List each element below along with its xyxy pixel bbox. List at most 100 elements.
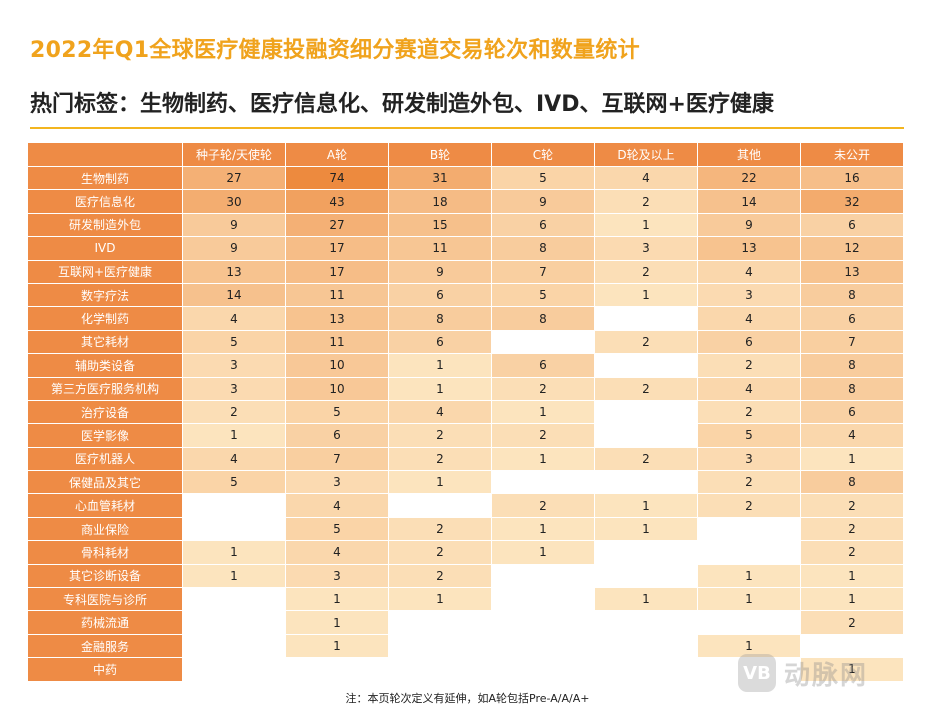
heatmap-cell [182, 516, 286, 542]
row-label: 药械流通 [27, 610, 183, 635]
heatmap-cell: 13 [697, 236, 801, 261]
table-row: 其它诊断设备 1 3 2 1 1 [27, 563, 904, 589]
row-label: 心血管耗材 [27, 493, 183, 518]
heatmap-cell: 4 [697, 306, 801, 331]
heatmap-cell [594, 610, 698, 635]
heatmap-cell [697, 610, 801, 635]
row-label: 保健品及其它 [27, 470, 183, 495]
watermark-logo: VB [738, 654, 776, 692]
column-header: 未公开 [800, 142, 904, 167]
heatmap-cell: 6 [388, 329, 492, 355]
heatmap-cell: 6 [285, 423, 389, 448]
row-label: 医疗机器人 [27, 446, 183, 472]
heatmap-cell [491, 610, 595, 635]
heatmap-cell: 6 [491, 353, 595, 378]
table-row: 中药 1 [27, 657, 904, 682]
heatmap-cell: 2 [800, 516, 904, 542]
table-row: 商业保险 5 2 1 1 2 [27, 516, 904, 542]
heatmap-cell: 4 [182, 306, 286, 331]
heatmap-table: 种子轮/天使轮 A轮 B轮 C轮 D轮及以上 其他 未公开 生物制药 27 74 31 5 4 22 16… [27, 142, 904, 682]
heatmap-cell: 7 [285, 446, 389, 472]
heatmap-cell: 1 [285, 587, 389, 612]
heatmap-cell: 17 [285, 236, 389, 261]
heatmap-cell: 2 [697, 399, 801, 425]
heatmap-cell [182, 657, 286, 682]
heatmap-cell: 9 [388, 259, 492, 284]
heatmap-cell: 7 [800, 329, 904, 355]
heatmap-cell: 14 [697, 189, 801, 214]
heatmap-cell: 9 [182, 212, 286, 238]
row-label: 专科医院与诊所 [27, 587, 183, 612]
heatmap-cell: 10 [285, 353, 389, 378]
table-row: 互联网+医疗健康 13 17 9 7 2 4 13 [27, 259, 904, 284]
table-row: 骨科耗材 1 4 2 1 2 [27, 540, 904, 565]
column-header: 种子轮/天使轮 [182, 142, 286, 167]
heatmap-cell: 2 [697, 493, 801, 518]
heatmap-cell: 2 [491, 423, 595, 448]
heatmap-cell [182, 633, 286, 659]
table-row: 数字疗法 14 11 6 5 1 3 8 [27, 282, 904, 308]
row-label: 金融服务 [27, 633, 183, 659]
heatmap-cell: 1 [388, 353, 492, 378]
heatmap-cell: 3 [285, 470, 389, 495]
footnote: 注：本页轮次定义有延伸，如A轮包括Pre-A/A/A+ [345, 692, 590, 705]
table-row: 医疗信息化 30 43 18 9 2 14 32 [27, 189, 904, 214]
heatmap-cell: 7 [491, 259, 595, 284]
heatmap-cell: 2 [594, 376, 698, 401]
heatmap-cell [594, 399, 698, 425]
heatmap-cell: 4 [697, 259, 801, 284]
heatmap-cell: 5 [182, 470, 286, 495]
heatmap-cell: 2 [388, 516, 492, 542]
heatmap-cell [594, 470, 698, 495]
heatmap-cell: 17 [285, 259, 389, 284]
heatmap-cell: 6 [697, 329, 801, 355]
heatmap-cell: 16 [800, 165, 904, 191]
heatmap-cell: 2 [594, 189, 698, 214]
heatmap-cell: 1 [388, 587, 492, 612]
heatmap-cell: 11 [285, 329, 389, 355]
table-row: 专科医院与诊所 1 1 1 1 1 [27, 587, 904, 612]
table-row: 医学影像 1 6 2 2 5 4 [27, 423, 904, 448]
heatmap-cell: 1 [594, 516, 698, 542]
heatmap-cell: 1 [491, 446, 595, 472]
heatmap-cell [491, 657, 595, 682]
heatmap-cell: 1 [697, 587, 801, 612]
heatmap-cell [491, 563, 595, 589]
heatmap-cell: 4 [285, 493, 389, 518]
heatmap-cell: 32 [800, 189, 904, 214]
table-row: 生物制药 27 74 31 5 4 22 16 [27, 165, 904, 191]
heatmap-cell [594, 657, 698, 682]
heatmap-cell: 6 [388, 282, 492, 308]
heatmap-cell: 1 [697, 563, 801, 589]
heatmap-cell: 2 [800, 540, 904, 565]
heatmap-cell: 3 [285, 563, 389, 589]
table-row: 治疗设备 2 5 4 1 2 6 [27, 399, 904, 425]
watermark: VB 动脉网 [738, 654, 868, 692]
table-row: 第三方医疗服务机构 3 10 1 2 2 4 8 [27, 376, 904, 401]
heatmap-cell: 6 [800, 212, 904, 238]
heatmap-cell [594, 353, 698, 378]
row-label: 研发制造外包 [27, 212, 183, 238]
row-label: 骨科耗材 [27, 540, 183, 565]
table-row: IVD 9 17 11 8 3 13 12 [27, 236, 904, 261]
heatmap-cell: 5 [491, 165, 595, 191]
heatmap-cell [697, 516, 801, 542]
heatmap-cell: 2 [800, 493, 904, 518]
row-label: 医学影像 [27, 423, 183, 448]
heatmap-cell [697, 657, 801, 682]
heatmap-cell: 3 [182, 353, 286, 378]
heatmap-cell: 1 [594, 587, 698, 612]
row-label: 其它诊断设备 [27, 563, 183, 589]
heatmap-cell: 1 [388, 376, 492, 401]
heatmap-cell [491, 470, 595, 495]
row-label: 医疗信息化 [27, 189, 183, 214]
heatmap-cell: 9 [697, 212, 801, 238]
heatmap-cell [182, 493, 286, 518]
table-row: 辅助类设备 3 10 1 6 2 8 [27, 353, 904, 378]
heatmap-cell: 2 [388, 563, 492, 589]
heatmap-cell: 2 [697, 470, 801, 495]
heatmap-cell: 2 [594, 259, 698, 284]
watermark-text: 动脉网 [784, 660, 869, 691]
heatmap-cell: 1 [800, 587, 904, 612]
column-header: C轮 [491, 142, 595, 167]
